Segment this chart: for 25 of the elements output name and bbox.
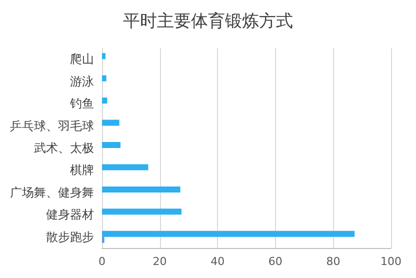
y-tick-label: 健身器材	[46, 208, 94, 222]
bar	[102, 230, 355, 237]
y-tick-label: 武术、太极	[34, 141, 94, 155]
x-tick-label: 40	[210, 255, 225, 268]
bar	[102, 75, 106, 82]
x-tick-label: 100	[380, 255, 402, 268]
y-tick-label: 乒乓球、羽毛球	[10, 118, 94, 133]
x-tick-label: 0	[98, 255, 106, 268]
x-tick-label: 60	[268, 255, 282, 268]
chart-title: 平时主要体育锻炼方式	[123, 12, 293, 32]
bar	[102, 120, 120, 126]
bar	[102, 164, 148, 170]
y-tick-label: 散步跑步	[46, 230, 94, 244]
y-tick-label: 钓鱼	[69, 96, 94, 111]
y-tick-label: 棋牌	[70, 163, 94, 178]
bar	[102, 208, 182, 215]
bar	[102, 53, 106, 60]
bar	[102, 186, 180, 192]
y-tick-label: 爬山	[70, 52, 94, 66]
bar	[102, 98, 108, 104]
x-tick-label: 20	[152, 255, 167, 268]
bar	[102, 142, 120, 148]
x-tick-label: 80	[326, 255, 340, 268]
y-tick-label: 游泳	[70, 74, 94, 88]
y-tick-label: 广场舞、健身舞	[10, 185, 94, 200]
